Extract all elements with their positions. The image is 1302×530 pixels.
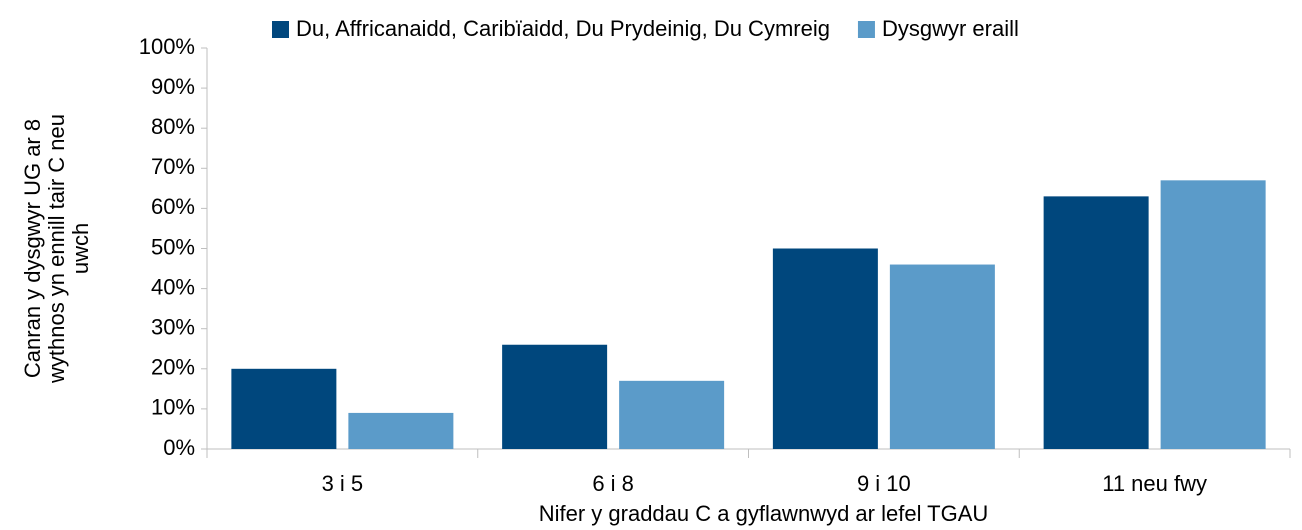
x-tick-label: 3 i 5 bbox=[322, 471, 364, 496]
y-tick-label: 90% bbox=[151, 74, 195, 99]
y-tick-label: 0% bbox=[163, 435, 195, 460]
legend-swatch bbox=[857, 21, 875, 38]
y-tick-label: 100% bbox=[139, 34, 195, 59]
y-axis-title-line: Canran y dysgwyr UG ar 8 bbox=[20, 119, 45, 378]
legend-label: Du, Affricanaidd, Caribïaidd, Du Prydein… bbox=[296, 16, 830, 41]
bar bbox=[348, 412, 454, 449]
bar bbox=[619, 380, 725, 449]
bar bbox=[1043, 196, 1149, 449]
x-tick-label: 9 i 10 bbox=[857, 471, 911, 496]
y-tick-label: 80% bbox=[151, 114, 195, 139]
bar bbox=[231, 368, 337, 449]
x-axis-title: Nifer y graddau C a gyflawnwyd ar lefel … bbox=[539, 501, 989, 526]
y-axis-title-line: uwch bbox=[68, 223, 93, 274]
y-tick-label: 30% bbox=[151, 315, 195, 340]
bar bbox=[772, 248, 878, 449]
bar bbox=[889, 264, 995, 449]
y-tick-label: 20% bbox=[151, 355, 195, 380]
x-tick-label: 11 neu fwy bbox=[1102, 471, 1207, 496]
x-tick-label: 6 i 8 bbox=[592, 471, 634, 496]
y-tick-label: 10% bbox=[151, 395, 195, 420]
y-tick-label: 70% bbox=[151, 154, 195, 179]
bar bbox=[502, 344, 608, 449]
y-tick-label: 50% bbox=[151, 234, 195, 259]
y-axis-title-line: wythnos yn ennill tair C neu bbox=[44, 114, 69, 384]
y-tick-label: 40% bbox=[151, 274, 195, 299]
y-axis-title: Canran y dysgwyr UG ar 8 wythnos yn ennil… bbox=[20, 114, 93, 384]
legend-swatch bbox=[272, 21, 289, 38]
y-tick-label: 60% bbox=[151, 194, 195, 219]
legend-label: Dysgwyr eraill bbox=[882, 16, 1019, 41]
bar bbox=[1160, 180, 1266, 449]
